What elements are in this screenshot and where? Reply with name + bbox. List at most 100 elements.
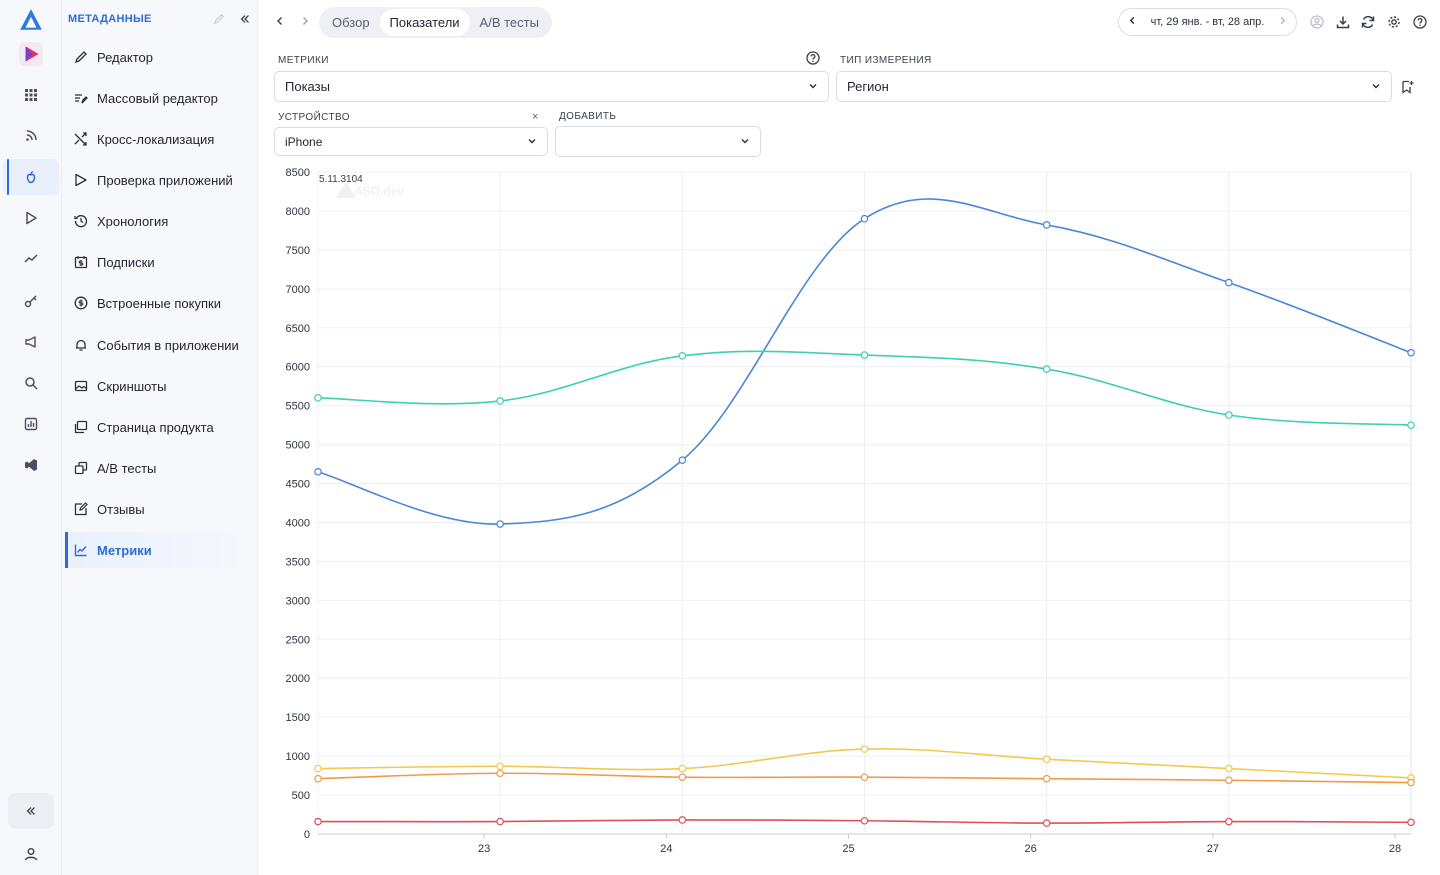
data-point[interactable]	[1042, 819, 1051, 827]
menu-header: МЕТАДАННЫЕ	[68, 10, 254, 28]
account-circle-icon[interactable]	[1309, 14, 1325, 30]
menu-item-screenshots[interactable]: Скриншоты	[65, 368, 251, 404]
data-point[interactable]	[496, 762, 504, 771]
data-point[interactable]	[1042, 221, 1051, 229]
data-point[interactable]	[1407, 778, 1415, 787]
data-point[interactable]	[678, 456, 687, 464]
menu-item-app-check[interactable]: Проверка приложений	[65, 162, 251, 198]
data-point[interactable]	[1042, 774, 1051, 783]
data-point[interactable]	[1225, 411, 1233, 419]
chart-line-icon	[73, 542, 89, 558]
data-point[interactable]	[860, 745, 869, 753]
chart-note: 5.11.3104	[319, 174, 363, 185]
tab-indicators[interactable]: Показатели	[379, 9, 470, 36]
data-point[interactable]	[496, 397, 504, 405]
settings-gear-icon[interactable]	[1386, 14, 1402, 30]
data-point[interactable]	[1225, 776, 1233, 785]
device-select[interactable]: iPhone	[274, 127, 548, 156]
data-point[interactable]	[678, 352, 687, 360]
data-point[interactable]	[860, 773, 869, 781]
date-prev-icon[interactable]	[1128, 16, 1137, 28]
data-point[interactable]	[314, 394, 322, 402]
back-arrow-icon[interactable]	[272, 13, 288, 29]
dimension-select[interactable]: Регион	[836, 71, 1392, 102]
edit-icon[interactable]	[213, 12, 225, 30]
bookmark-add-icon[interactable]	[1400, 80, 1414, 99]
view-tabs: Обзор Показатели A/B тесты	[319, 7, 552, 38]
megaphone-icon[interactable]	[0, 324, 62, 360]
data-point[interactable]	[496, 817, 504, 826]
data-point[interactable]	[1225, 278, 1233, 287]
menu-item-product-page[interactable]: Страница продукта	[65, 409, 251, 445]
y-tick-label: 3000	[286, 595, 310, 607]
apple-icon[interactable]	[3, 159, 59, 195]
help-icon[interactable]	[1412, 14, 1428, 30]
grid-icon[interactable]	[0, 77, 62, 113]
data-point[interactable]	[860, 816, 869, 825]
bell-icon	[73, 337, 89, 353]
data-point[interactable]	[1225, 764, 1233, 773]
trend-icon[interactable]	[0, 241, 62, 277]
tab-overview[interactable]: Обзор	[332, 15, 370, 30]
data-point[interactable]	[678, 764, 687, 773]
data-point[interactable]	[860, 214, 869, 223]
data-point[interactable]	[496, 769, 504, 778]
data-point[interactable]	[1042, 365, 1051, 373]
ab-icon	[73, 460, 89, 476]
add-select[interactable]	[555, 126, 761, 157]
data-point[interactable]	[678, 816, 687, 824]
menu-item-metrics[interactable]: Метрики	[65, 532, 251, 568]
menu-item-in-app-events[interactable]: События в приложении	[65, 327, 251, 363]
data-point[interactable]	[678, 773, 687, 781]
data-point[interactable]	[314, 468, 322, 476]
tab-ab-tests[interactable]: A/B тесты	[479, 15, 539, 30]
data-point[interactable]	[1225, 817, 1233, 826]
data-point[interactable]	[1407, 348, 1415, 357]
user-icon[interactable]	[8, 836, 54, 872]
report-icon[interactable]	[0, 406, 62, 442]
metrics-chart: 0 500 1000 1500 2000 2500 3000 3500 4000 4500 5000…	[258, 160, 1440, 875]
date-range-picker[interactable]: чт, 29 янв. - вт, 28 апр.	[1118, 8, 1297, 36]
menu-item-subscriptions[interactable]: Подписки	[65, 244, 251, 280]
data-point[interactable]	[314, 774, 322, 783]
data-point[interactable]	[1407, 818, 1415, 827]
y-tick-label: 6000	[286, 362, 310, 374]
menu-item-history[interactable]: Хронология	[65, 203, 251, 239]
collapse-rail-icon[interactable]	[8, 793, 54, 829]
date-next-icon[interactable]	[1278, 16, 1287, 28]
menu-item-in-app-purchases[interactable]: Встроенные покупки	[65, 285, 251, 321]
forward-arrow-icon[interactable]	[297, 13, 313, 29]
date-range-label: чт, 29 янв. - вт, 28 апр.	[1150, 16, 1265, 28]
data-point[interactable]	[1407, 421, 1415, 429]
menu-item-editor[interactable]: Редактор	[65, 39, 251, 75]
menu-item-cross-localization[interactable]: Кросс-локализация	[65, 121, 251, 157]
google-play-icon[interactable]	[0, 200, 62, 236]
device-value: iPhone	[285, 134, 323, 149]
clear-device-icon[interactable]: ×	[532, 111, 539, 123]
dimension-value: Регион	[847, 79, 889, 94]
collapse-menu-icon[interactable]	[239, 12, 251, 30]
image-icon	[73, 378, 89, 394]
vscode-icon[interactable]	[0, 447, 62, 483]
data-point[interactable]	[496, 520, 504, 528]
chevron-down-icon	[808, 79, 818, 94]
app-avatar-icon[interactable]	[0, 36, 62, 72]
download-icon[interactable]	[1335, 14, 1351, 30]
rss-icon[interactable]	[0, 118, 62, 154]
data-point[interactable]	[860, 351, 869, 359]
logo-icon[interactable]	[0, 2, 62, 38]
search-key-icon[interactable]	[0, 365, 62, 401]
menu-item-ab-tests[interactable]: A/B тесты	[65, 450, 251, 486]
menu-item-bulk-editor[interactable]: Массовый редактор	[65, 80, 251, 116]
chart-series	[314, 198, 1415, 827]
metrics-select[interactable]: Показы	[274, 71, 829, 102]
top-bar: Обзор Показатели A/B тесты чт, 29 янв. -…	[258, 0, 1440, 44]
y-tick-label: 2500	[286, 634, 310, 646]
menu-item-reviews[interactable]: Отзывы	[65, 491, 251, 527]
data-point[interactable]	[314, 764, 322, 773]
refresh-icon[interactable]	[1360, 14, 1376, 30]
data-point[interactable]	[1042, 755, 1051, 764]
metrics-help-icon[interactable]	[806, 51, 820, 70]
key-icon[interactable]	[0, 283, 62, 319]
data-point[interactable]	[314, 817, 322, 826]
